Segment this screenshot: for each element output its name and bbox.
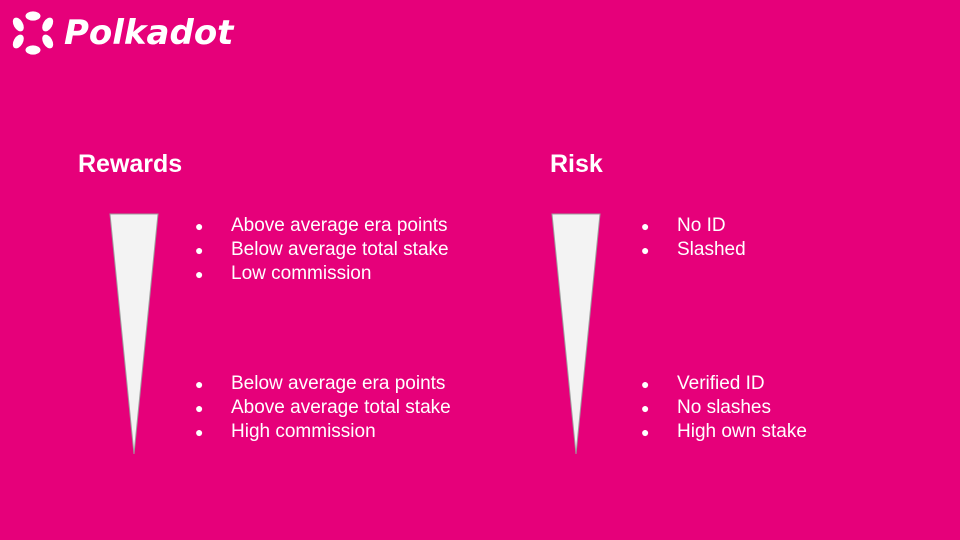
list-item-text: No ID <box>677 215 726 236</box>
bullet-icon: ● <box>641 376 650 392</box>
list-item: ● High commission <box>195 420 451 444</box>
list-item: ● Below average era points <box>195 372 451 396</box>
list-item-text: Above average era points <box>231 215 448 236</box>
list-item-text: No slashes <box>677 397 771 418</box>
list-item-text: Slashed <box>677 239 746 260</box>
list-item: ● Verified ID <box>641 372 807 396</box>
list-item-text: High own stake <box>677 421 807 442</box>
list-item: ● No ID <box>641 214 746 238</box>
bullet-icon: ● <box>195 218 204 234</box>
list-item-text: Low commission <box>231 263 372 284</box>
polkadot-logo-icon <box>12 11 54 55</box>
bullet-icon: ● <box>195 376 204 392</box>
list-item-text: Below average era points <box>231 373 446 394</box>
risk-low-list: ● Verified ID ● No slashes ● High own stake <box>641 372 807 444</box>
list-item-text: Verified ID <box>677 373 765 394</box>
rewards-high-list: ● Above average era points ● Below average… <box>195 214 449 286</box>
list-item: ● No slashes <box>641 396 807 420</box>
polkadot-wordmark: Polkadot <box>64 13 234 53</box>
risk-wedge-icon <box>551 213 601 455</box>
list-item: ● Below average total stake <box>195 238 449 262</box>
bullet-icon: ● <box>195 424 204 440</box>
list-item-text: Above average total stake <box>231 397 451 418</box>
rewards-title: Rewards <box>78 150 183 178</box>
list-item-text: High commission <box>231 421 376 442</box>
polkadot-logo: Polkadot <box>10 8 233 58</box>
bullet-icon: ● <box>195 400 204 416</box>
rewards-low-list: ● Below average era points ● Above average… <box>195 372 451 444</box>
bullet-icon: ● <box>641 218 650 234</box>
list-item: ● High own stake <box>641 420 807 444</box>
list-item-text: Below average total stake <box>231 239 449 260</box>
rewards-wedge-icon <box>109 213 159 455</box>
risk-high-list: ● No ID ● Slashed <box>641 214 746 262</box>
bullet-icon: ● <box>641 242 650 258</box>
list-item: ● Slashed <box>641 238 746 262</box>
list-item: ● Low commission <box>195 262 449 286</box>
bullet-icon: ● <box>195 266 204 282</box>
bullet-icon: ● <box>195 242 204 258</box>
bullet-icon: ● <box>641 424 650 440</box>
risk-title: Risk <box>550 150 603 178</box>
list-item: ● Above average era points <box>195 214 449 238</box>
list-item: ● Above average total stake <box>195 396 451 420</box>
bullet-icon: ● <box>641 400 650 416</box>
